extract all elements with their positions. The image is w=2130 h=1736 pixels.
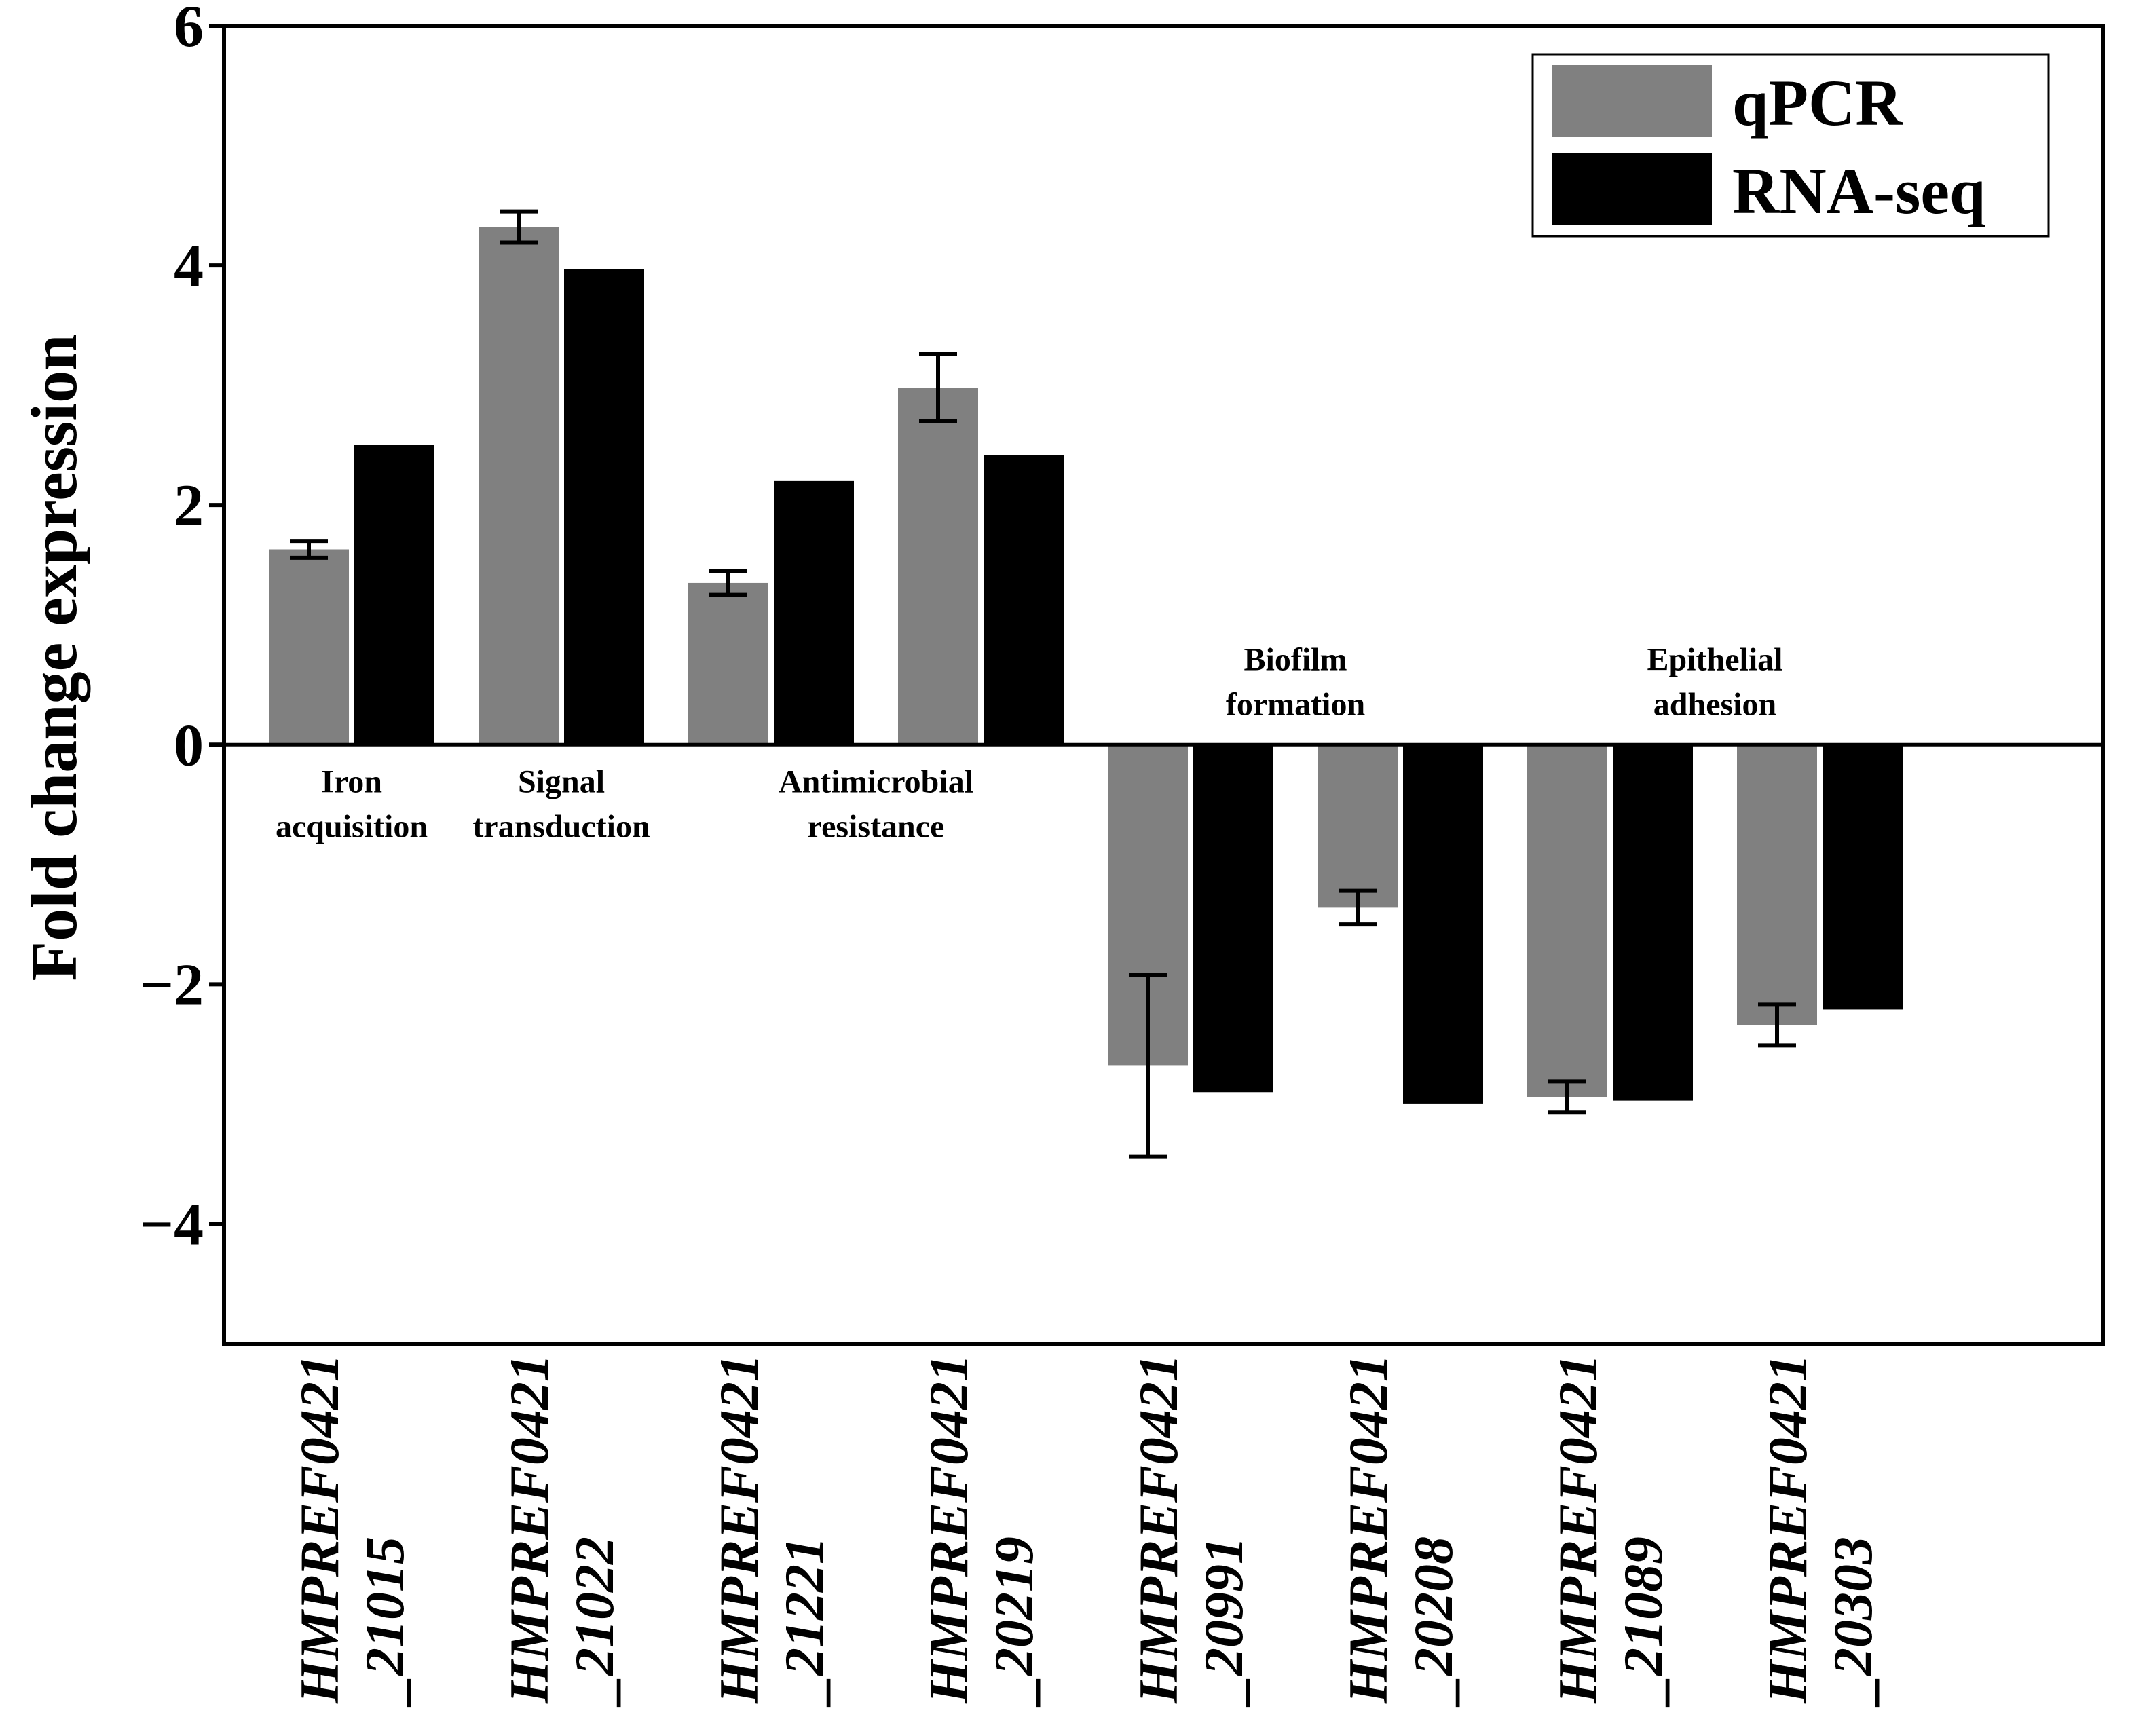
error-bar-2 (709, 569, 747, 597)
y-tick-label-2: 2 (174, 473, 204, 539)
legend: qPCR RNA-seq (1531, 53, 2050, 238)
gene-label-2: HMPREF0421_21221 (708, 1354, 835, 1708)
annotation-1: Signal transduction (472, 763, 650, 844)
error-bar-3 (919, 352, 957, 423)
gene-label-6: HMPREF0421_21089 (1547, 1354, 1674, 1708)
error-bar-5 (1339, 888, 1377, 927)
error-bar-7 (1758, 1002, 1796, 1048)
bar-qpcr-6 (1527, 744, 1607, 1097)
error-bar-6 (1548, 1079, 1586, 1115)
legend-swatch-rna-seq (1552, 153, 1712, 225)
error-bars-layer (290, 209, 1796, 1159)
y-tick-label-1: 4 (174, 233, 204, 299)
bar-qpcr-3 (898, 388, 978, 745)
bar-qpcr-0 (269, 549, 349, 745)
bar-qpcr-2 (688, 582, 768, 745)
gene-label-3: HMPREF0421_20219 (918, 1354, 1045, 1708)
annotation-2: Antimicrobial resistance (779, 763, 973, 844)
legend-label-rna-seq: RNA-seq (1732, 155, 1985, 227)
y-tick-label-5: −4 (140, 1192, 204, 1258)
category-annotations: Iron acquisition Signal transduction Antimic… (276, 641, 1783, 844)
error-bar-4 (1129, 973, 1167, 1159)
legend-swatch-qpcr (1552, 65, 1712, 137)
gene-label-5: HMPREF0421_20208 (1337, 1354, 1464, 1708)
bar-rna-seq-6 (1613, 744, 1693, 1101)
bar-qpcr-1 (479, 227, 559, 745)
error-bar-0 (290, 539, 328, 560)
error-bar-1 (500, 209, 538, 245)
annotation-3: Biofilm formation (1226, 641, 1365, 722)
y-axis: 6 4 2 0 −2 −4 (140, 0, 224, 1258)
plot-frame (222, 24, 2105, 1346)
x-axis-gene-labels: HMPREF0421_21015 HMPREF0421_21022 HMPREF04… (288, 1354, 1884, 1708)
bar-rna-seq-7 (1823, 744, 1903, 1010)
bar-rna-seq-5 (1403, 744, 1483, 1104)
bar-rna-seq-3 (984, 455, 1064, 745)
y-tick-label-3: 0 (174, 713, 204, 778)
legend-label-qpcr: qPCR (1732, 67, 1903, 139)
y-tick-label-4: −2 (140, 952, 204, 1018)
bar-qpcr-7 (1737, 744, 1817, 1025)
y-axis-label: Fold change expression (18, 335, 90, 981)
annotation-0: Iron acquisition (276, 763, 428, 844)
y-tick-label-0: 6 (174, 0, 204, 60)
bar-rna-seq-1 (564, 269, 644, 745)
bar-rna-seq-2 (774, 480, 854, 745)
gene-label-4: HMPREF0421_20991 (1127, 1354, 1254, 1708)
bar-qpcr-5 (1318, 744, 1398, 908)
bar-rna-seq-0 (354, 445, 434, 745)
annotation-4: Epithelial adhesion (1647, 641, 1782, 722)
gene-label-1: HMPREF0421_21022 (498, 1354, 625, 1708)
gene-label-0: HMPREF0421_21015 (288, 1354, 415, 1708)
bar-rna-seq-4 (1193, 744, 1273, 1093)
gene-label-7: HMPREF0421_20303 (1757, 1354, 1884, 1708)
